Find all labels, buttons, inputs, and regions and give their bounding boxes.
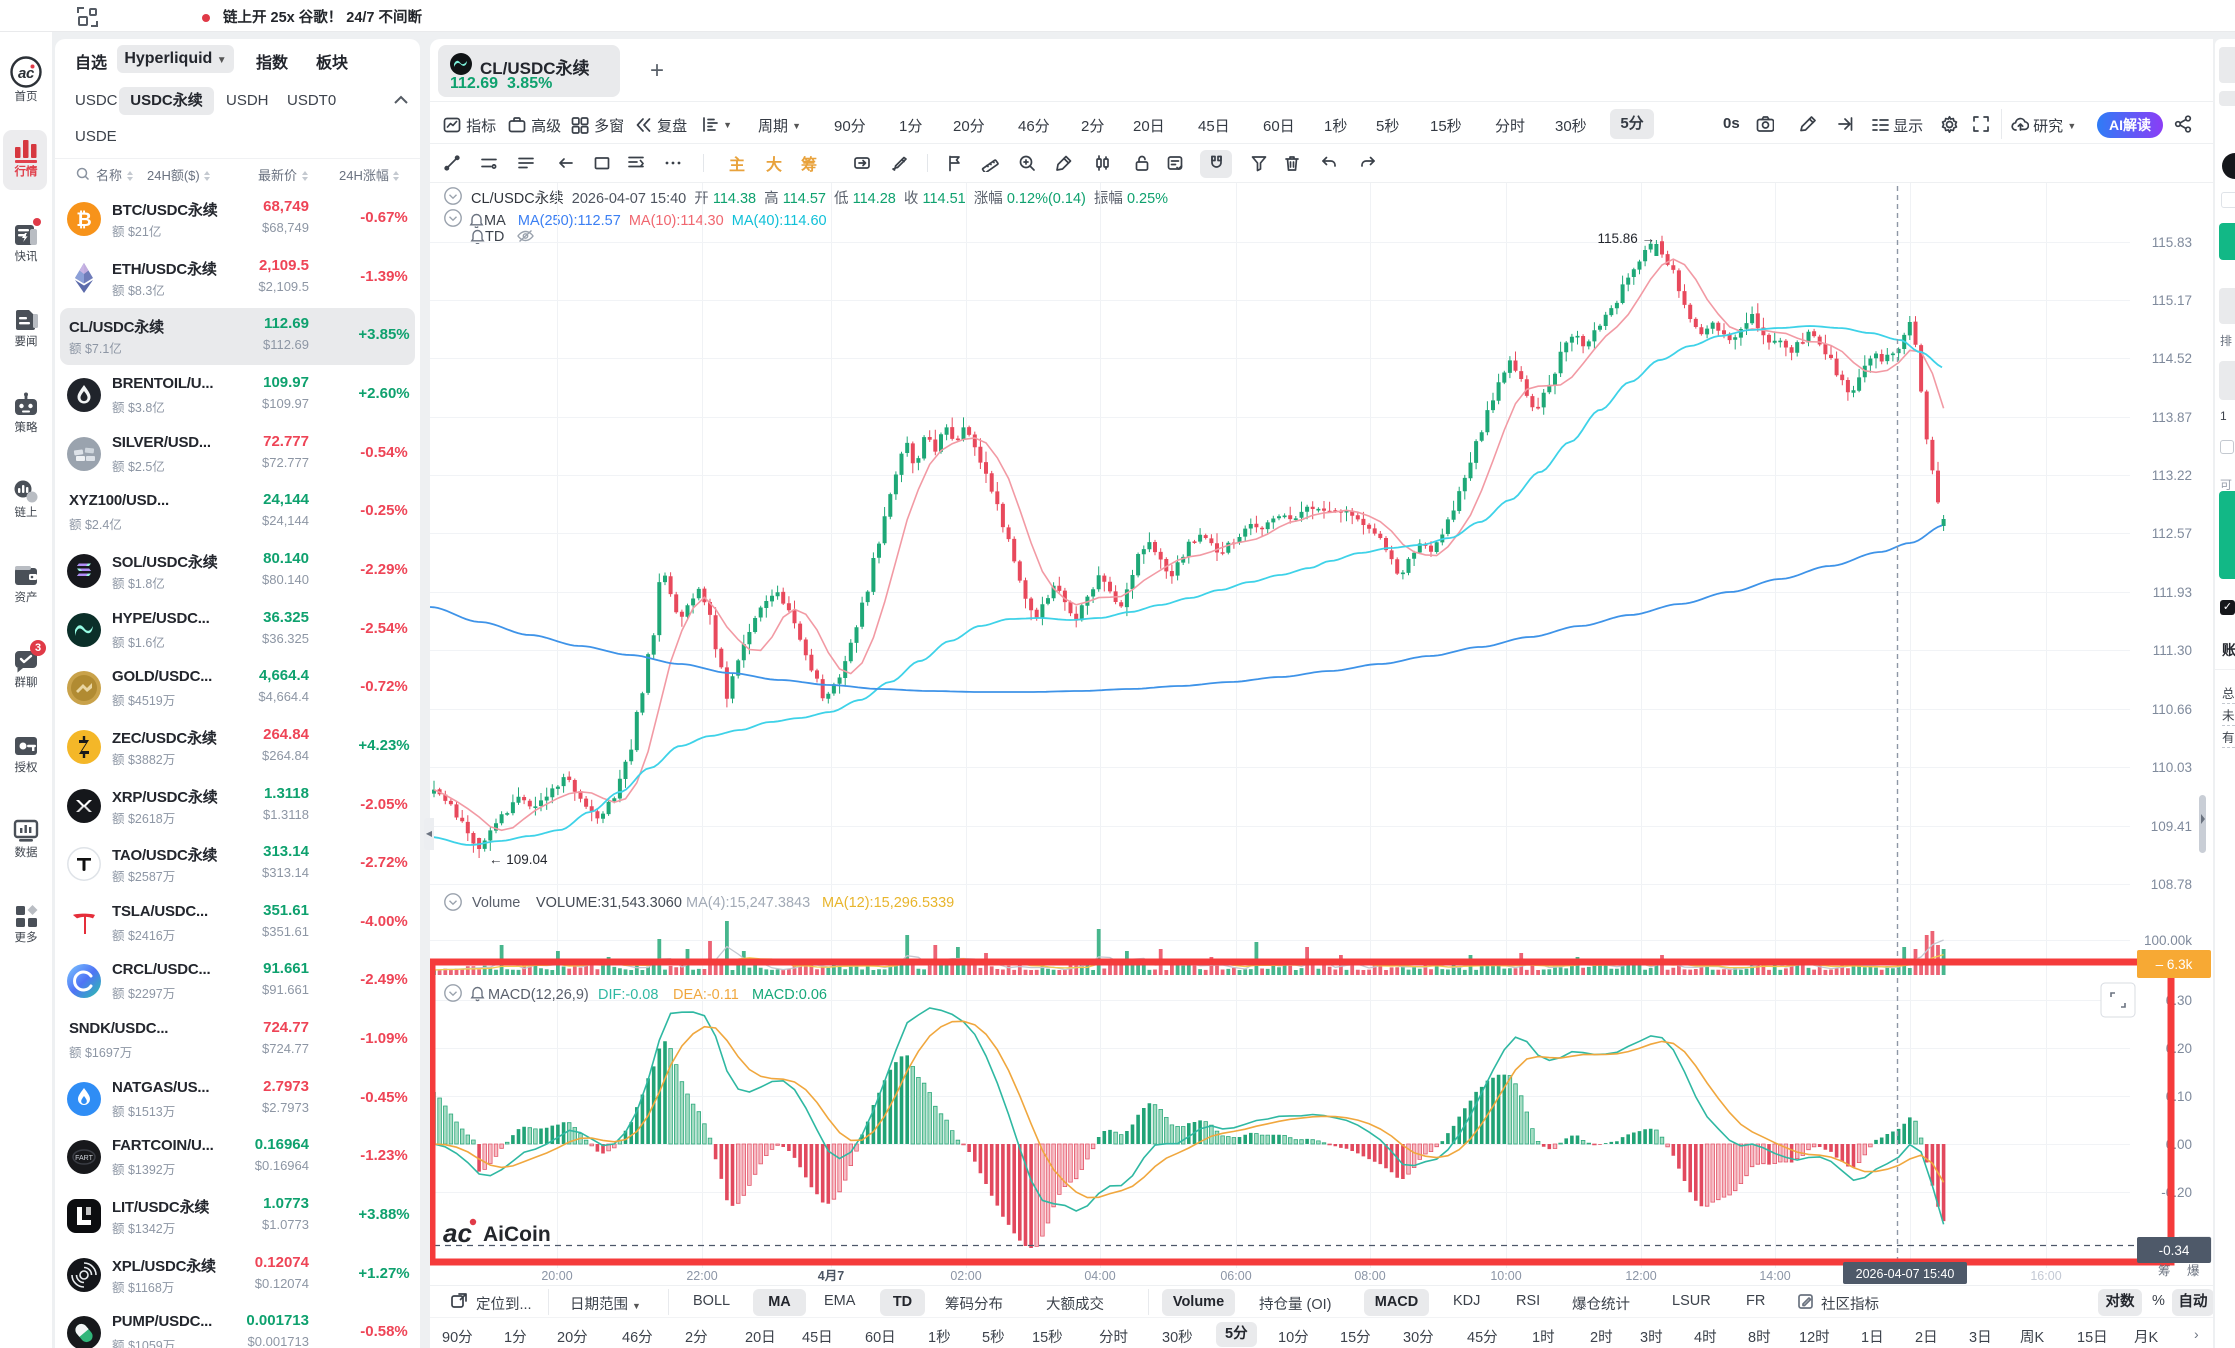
svg-text:12:00: 12:00	[1625, 1269, 1656, 1283]
svg-text:14:00: 14:00	[1759, 1269, 1790, 1283]
svg-text:100.00k: 100.00k	[2144, 933, 2192, 948]
svg-text:DIF:-0.08: DIF:-0.08	[598, 987, 658, 1003]
svg-text:Volume: Volume	[472, 895, 520, 911]
svg-text:a: a	[18, 65, 26, 82]
svg-text:MACD:0.06: MACD:0.06	[752, 987, 827, 1003]
svg-text:-0.34: -0.34	[2159, 1243, 2190, 1258]
svg-text:MACD(12,26,9): MACD(12,26,9)	[488, 987, 589, 1003]
svg-text:MA(4):15,247.3843: MA(4):15,247.3843	[686, 895, 810, 911]
svg-text:115.17: 115.17	[2152, 293, 2192, 308]
svg-text:16:00: 16:00	[2030, 1269, 2061, 1283]
svg-text:DEA:-0.11: DEA:-0.11	[673, 987, 739, 1003]
svg-text:110.66: 110.66	[2152, 702, 2192, 717]
svg-text:111.30: 111.30	[2153, 643, 2192, 658]
svg-text:20:00: 20:00	[541, 1269, 572, 1283]
svg-text:22:00: 22:00	[686, 1269, 717, 1283]
svg-text:c: c	[26, 65, 35, 82]
svg-text:– 6.3k: – 6.3k	[2156, 957, 2193, 972]
svg-text:MA(12):15,296.5339: MA(12):15,296.5339	[822, 895, 954, 911]
svg-text:04:00: 04:00	[1084, 1269, 1115, 1283]
svg-text:10:00: 10:00	[1490, 1269, 1521, 1283]
svg-text:115.83: 115.83	[2152, 235, 2192, 250]
svg-text:VOLUME:31,543.3060: VOLUME:31,543.3060	[536, 895, 682, 911]
svg-text:06:00: 06:00	[1220, 1269, 1251, 1283]
svg-text:110.03: 110.03	[2152, 760, 2192, 775]
svg-text:111.93: 111.93	[2153, 585, 2192, 600]
svg-text:← 109.04: ← 109.04	[489, 852, 548, 867]
svg-text:筹: 筹	[2158, 1263, 2171, 1278]
svg-text:112.57: 112.57	[2152, 526, 2192, 541]
svg-text:AiCoin: AiCoin	[483, 1223, 551, 1246]
svg-text:₿: ₿	[76, 210, 91, 231]
svg-text:113.87: 113.87	[2152, 410, 2192, 425]
svg-text:02:00: 02:00	[950, 1269, 981, 1283]
svg-text:115.86 →: 115.86 →	[1597, 231, 1655, 246]
svg-text:-0.20: -0.20	[2161, 1185, 2192, 1200]
svg-text:113.22: 113.22	[2152, 468, 2192, 483]
svg-text:爆: 爆	[2187, 1264, 2200, 1278]
svg-text:FART: FART	[75, 1155, 93, 1162]
svg-text:08:00: 08:00	[1354, 1269, 1385, 1283]
svg-text:4月7: 4月7	[818, 1269, 844, 1283]
svg-text:ac: ac	[443, 1218, 472, 1248]
svg-text:2026-04-07 15:40: 2026-04-07 15:40	[1856, 1267, 1955, 1281]
svg-text:109.41: 109.41	[2151, 819, 2192, 834]
svg-text:114.52: 114.52	[2152, 351, 2192, 366]
svg-text:108.78: 108.78	[2151, 877, 2192, 892]
